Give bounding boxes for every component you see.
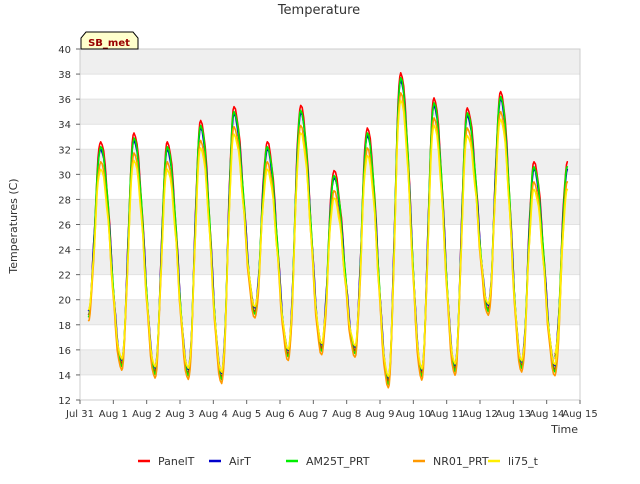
y-tick-label: 12 [58,396,71,407]
y-tick-label: 22 [58,271,71,282]
legend-label: AM25T_PRT [306,455,370,468]
legend-item-am25t-prt: AM25T_PRT [286,455,370,468]
site-badge: SB_met [80,31,139,50]
x-tick-labels: Jul 31 Aug 1 Aug 2 Aug 3 Aug 4 Aug 5 Aug 6 Aug … [65,409,598,420]
y-tick-label: 18 [58,321,71,332]
legend-label: li75_t [508,455,539,468]
x-axis-label: Time [550,423,578,436]
y-tick-label: 36 [58,95,71,106]
legend-item-nr01-prt: NR01_PRT [413,455,489,468]
legend-item-li75-t: li75_t [488,455,539,468]
grid-band [80,149,580,175]
grid-band [80,299,580,325]
legend-label: NR01_PRT [433,455,489,468]
site-badge-label: SB_met [88,38,130,49]
y-tick-label: 26 [58,221,71,232]
legend-item-airt: AirT [209,455,251,468]
x-tick-label: Aug 3 [165,409,194,420]
y-tick-label: 28 [58,195,71,206]
axes [76,48,581,404]
x-tick-label: Aug 6 [265,409,294,420]
chart-title: Temperature [277,3,360,18]
x-tick-label: Aug 12 [462,409,497,420]
series-line-nr01-prt [87,92,569,389]
grid-band [80,349,580,375]
y-axis-label: Temperatures (C) [7,178,20,274]
x-tick-label: Jul 31 [65,409,94,420]
plot-lines [87,72,569,389]
x-tick-label: Aug 2 [132,409,161,420]
y-tick-label: 30 [58,170,71,181]
y-tick-label: 20 [58,296,71,307]
x-tick-label: Aug 1 [99,409,128,420]
x-tick-label: Aug 8 [332,409,361,420]
x-tick-label: Aug 11 [429,409,464,420]
legend-label: AirT [229,455,251,468]
y-tick-label: 32 [58,145,71,156]
x-tick-label: Aug 14 [529,409,564,420]
x-tick-label: Aug 15 [562,409,597,420]
legend: PanelT AirT AM25T_PRT NR01_PRT li75_t [138,455,539,468]
series-line-am25t-prt [87,77,569,385]
y-tick-label: 14 [58,371,71,382]
y-tick-label: 34 [58,120,71,131]
x-tick-label: Aug 5 [232,409,261,420]
x-tick-label: Aug 4 [199,409,228,420]
x-tick-label: Aug 13 [496,409,531,420]
grid-band [80,99,580,125]
y-tick-label: 24 [58,246,71,257]
y-tick-label: 40 [58,45,71,56]
series-line-li75-t [87,99,569,378]
x-tick-label: Aug 10 [396,409,431,420]
y-tick-label: 16 [58,346,71,357]
grid-band [80,49,580,75]
x-tick-label: Aug 7 [299,409,328,420]
y-tick-labels: 12 14 16 18 20 22 24 26 28 30 32 34 36 38 40 [58,45,71,407]
grid-band [80,249,580,275]
x-tick-label: Aug 9 [365,409,394,420]
legend-label: PanelT [158,455,195,468]
y-tick-label: 38 [58,70,71,81]
site-badge-box [80,31,139,50]
legend-item-panelt: PanelT [138,455,195,468]
series-line-panelt [87,72,569,383]
